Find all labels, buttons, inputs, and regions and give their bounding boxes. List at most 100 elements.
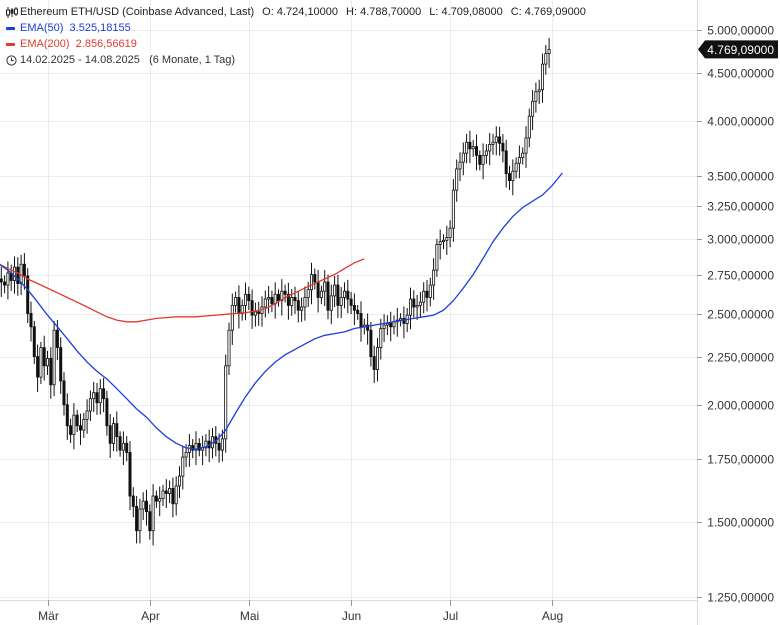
candle bbox=[349, 291, 353, 315]
candle bbox=[527, 108, 531, 148]
legend-row-instrument: Ethereum ETH/USD (Coinbase Advanced, Las… bbox=[6, 4, 586, 20]
candle bbox=[62, 372, 66, 416]
candle bbox=[494, 126, 498, 156]
legend-row-ema50[interactable]: EMA(50) 3.525,18155 bbox=[6, 20, 586, 36]
y-tick-label: 3.000,00000 bbox=[707, 233, 774, 247]
ema50-line bbox=[0, 172, 563, 450]
candle bbox=[283, 284, 287, 303]
y-tick-label: 2.000,00000 bbox=[707, 399, 774, 413]
y-tick-label: 2.250,00000 bbox=[707, 351, 774, 365]
candle bbox=[3, 275, 7, 294]
candle bbox=[300, 297, 304, 322]
x-tick-label: Jul bbox=[443, 609, 458, 623]
candle bbox=[118, 431, 122, 457]
candle bbox=[336, 274, 340, 318]
candle bbox=[88, 390, 92, 422]
ema50-value: 3.525,18155 bbox=[69, 22, 131, 34]
candle bbox=[224, 354, 228, 453]
candle bbox=[220, 429, 224, 462]
high-label: H: bbox=[346, 6, 358, 18]
candle bbox=[42, 335, 46, 381]
x-tick-label: Mär bbox=[38, 609, 59, 623]
ema50-swatch bbox=[6, 26, 15, 30]
candle bbox=[323, 270, 327, 306]
candle bbox=[498, 126, 502, 156]
candle bbox=[428, 277, 432, 307]
candle bbox=[52, 321, 56, 397]
candle bbox=[514, 157, 518, 179]
candle bbox=[237, 285, 241, 329]
candle bbox=[92, 381, 96, 413]
candle bbox=[412, 290, 416, 318]
candle bbox=[313, 268, 317, 290]
low-value: 4.709,08000 bbox=[441, 6, 503, 18]
candlestick-series bbox=[0, 37, 551, 546]
candle bbox=[534, 82, 538, 113]
open-label: O: bbox=[262, 6, 274, 18]
candle bbox=[250, 289, 254, 329]
candle bbox=[177, 466, 181, 499]
y-tick-label: 1.500,00000 bbox=[707, 516, 774, 530]
candle bbox=[369, 322, 373, 367]
candle bbox=[69, 418, 73, 444]
candle bbox=[72, 403, 76, 450]
candle bbox=[26, 268, 30, 324]
candle bbox=[194, 431, 198, 466]
candle bbox=[511, 159, 515, 196]
candle bbox=[168, 480, 172, 504]
ema200-value: 2.856,56619 bbox=[75, 38, 137, 50]
legend-row-ema200[interactable]: EMA(200) 2.856,56619 bbox=[6, 36, 586, 52]
y-tick-label: 1.750,00000 bbox=[707, 453, 774, 467]
candle bbox=[375, 337, 379, 382]
close-label: C: bbox=[510, 6, 522, 18]
candlestick-icon bbox=[6, 6, 20, 18]
candle bbox=[158, 486, 162, 517]
candle bbox=[98, 379, 102, 415]
candle bbox=[385, 315, 389, 336]
y-tick-label: 4.500,00000 bbox=[707, 67, 774, 81]
candle bbox=[484, 144, 488, 164]
candle bbox=[465, 133, 469, 164]
clock-icon bbox=[6, 54, 20, 66]
candle bbox=[121, 431, 125, 465]
ema200-line bbox=[0, 258, 365, 323]
candle bbox=[379, 318, 383, 360]
candle bbox=[461, 142, 465, 176]
candle bbox=[125, 436, 129, 462]
candle bbox=[342, 282, 346, 309]
candle bbox=[478, 150, 482, 171]
candle bbox=[418, 291, 422, 319]
x-tick-label: Aug bbox=[542, 609, 563, 623]
y-tick-label: 4.000,00000 bbox=[707, 115, 774, 129]
candle bbox=[415, 294, 419, 320]
candle bbox=[181, 446, 185, 490]
candle bbox=[171, 477, 175, 518]
candle bbox=[75, 409, 79, 433]
candle bbox=[329, 284, 333, 325]
candle bbox=[39, 341, 43, 385]
candle bbox=[243, 282, 247, 321]
candle bbox=[319, 285, 323, 305]
candle bbox=[29, 301, 33, 342]
candle bbox=[59, 337, 63, 394]
candle bbox=[79, 413, 83, 446]
ema50-label: EMA(50) bbox=[20, 22, 64, 34]
price-axis[interactable]: 5.000,00000 4.500,00000 4.000,00000 3.500,0… bbox=[697, 24, 774, 605]
time-axis[interactable]: Mär Apr Mai Jun Jul Aug bbox=[0, 600, 697, 623]
candle bbox=[9, 264, 13, 291]
candle bbox=[468, 130, 472, 164]
candle bbox=[148, 504, 152, 540]
candle bbox=[441, 234, 445, 250]
candle bbox=[204, 434, 208, 457]
candle bbox=[201, 435, 205, 466]
candle bbox=[187, 433, 191, 467]
candle bbox=[366, 313, 370, 345]
candle bbox=[389, 311, 393, 342]
candle bbox=[6, 261, 10, 300]
x-tick-label: Mai bbox=[240, 609, 259, 623]
candle bbox=[273, 282, 277, 319]
candle bbox=[108, 414, 112, 458]
candle bbox=[333, 276, 337, 308]
candle bbox=[286, 282, 290, 320]
